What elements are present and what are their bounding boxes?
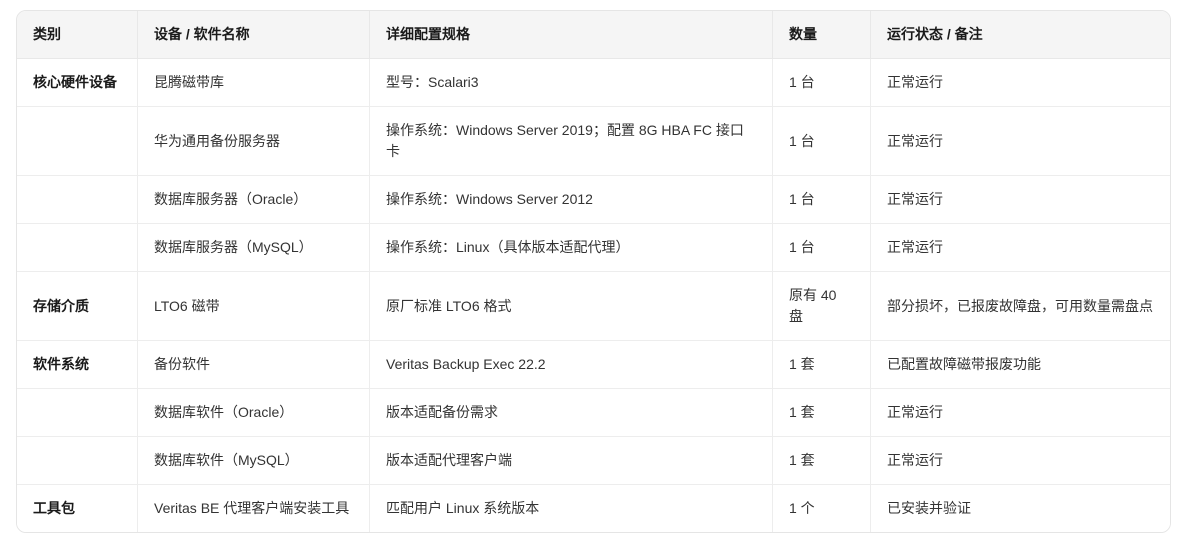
cell-device-name: LTO6 磁带 [138, 271, 370, 340]
cell-spec: 版本适配备份需求 [370, 388, 773, 436]
table-row: 存储介质 LTO6 磁带 原厂标准 LTO6 格式 原有 40 盘 部分损坏，已… [17, 271, 1170, 340]
cell-category [17, 223, 138, 271]
cell-status: 正常运行 [871, 436, 1170, 484]
cell-device-name: 华为通用备份服务器 [138, 106, 370, 175]
cell-spec: 操作系统：Linux（具体版本适配代理） [370, 223, 773, 271]
cell-quantity: 1 台 [773, 175, 871, 223]
table-row: 数据库软件（Oracle） 版本适配备份需求 1 套 正常运行 [17, 388, 1170, 436]
col-header-quantity: 数量 [773, 11, 871, 59]
cell-device-name: 备份软件 [138, 340, 370, 388]
cell-quantity: 1 个 [773, 484, 871, 532]
cell-status: 已配置故障磁带报废功能 [871, 340, 1170, 388]
cell-device-name: 数据库服务器（Oracle） [138, 175, 370, 223]
cell-spec: 操作系统：Windows Server 2019；配置 8G HBA FC 接口… [370, 106, 773, 175]
table-row: 核心硬件设备 昆腾磁带库 型号：Scalari3 1 台 正常运行 [17, 59, 1170, 106]
cell-device-name: 数据库软件（MySQL） [138, 436, 370, 484]
table-row: 软件系统 备份软件 Veritas Backup Exec 22.2 1 套 已… [17, 340, 1170, 388]
cell-status: 部分损坏，已报废故障盘，可用数量需盘点 [871, 271, 1170, 340]
cell-quantity: 原有 40 盘 [773, 271, 871, 340]
cell-device-name: 数据库软件（Oracle） [138, 388, 370, 436]
cell-status: 正常运行 [871, 175, 1170, 223]
cell-category: 存储介质 [17, 271, 138, 340]
cell-category: 软件系统 [17, 340, 138, 388]
inventory-table-card: 类别 设备 / 软件名称 详细配置规格 数量 运行状态 / 备注 核心硬件设备 … [16, 10, 1171, 533]
table-row: 华为通用备份服务器 操作系统：Windows Server 2019；配置 8G… [17, 106, 1170, 175]
cell-status: 已安装并验证 [871, 484, 1170, 532]
cell-quantity: 1 台 [773, 223, 871, 271]
cell-spec: 型号：Scalari3 [370, 59, 773, 106]
cell-quantity: 1 套 [773, 436, 871, 484]
cell-category [17, 436, 138, 484]
table-row: 数据库软件（MySQL） 版本适配代理客户端 1 套 正常运行 [17, 436, 1170, 484]
cell-spec: 原厂标准 LTO6 格式 [370, 271, 773, 340]
inventory-table: 类别 设备 / 软件名称 详细配置规格 数量 运行状态 / 备注 核心硬件设备 … [17, 11, 1170, 532]
cell-quantity: 1 台 [773, 59, 871, 106]
cell-category [17, 106, 138, 175]
cell-spec: Veritas Backup Exec 22.2 [370, 340, 773, 388]
col-header-device-name: 设备 / 软件名称 [138, 11, 370, 59]
table-header-row: 类别 设备 / 软件名称 详细配置规格 数量 运行状态 / 备注 [17, 11, 1170, 59]
cell-status: 正常运行 [871, 388, 1170, 436]
cell-spec: 操作系统：Windows Server 2012 [370, 175, 773, 223]
col-header-spec: 详细配置规格 [370, 11, 773, 59]
cell-quantity: 1 台 [773, 106, 871, 175]
cell-status: 正常运行 [871, 106, 1170, 175]
col-header-category: 类别 [17, 11, 138, 59]
cell-category: 核心硬件设备 [17, 59, 138, 106]
cell-quantity: 1 套 [773, 388, 871, 436]
table-row: 数据库服务器（MySQL） 操作系统：Linux（具体版本适配代理） 1 台 正… [17, 223, 1170, 271]
cell-category [17, 175, 138, 223]
cell-status: 正常运行 [871, 59, 1170, 106]
cell-device-name: Veritas BE 代理客户端安装工具 [138, 484, 370, 532]
cell-device-name: 数据库服务器（MySQL） [138, 223, 370, 271]
cell-category [17, 388, 138, 436]
cell-spec: 版本适配代理客户端 [370, 436, 773, 484]
cell-category: 工具包 [17, 484, 138, 532]
col-header-status: 运行状态 / 备注 [871, 11, 1170, 59]
cell-spec: 匹配用户 Linux 系统版本 [370, 484, 773, 532]
page: 类别 设备 / 软件名称 详细配置规格 数量 运行状态 / 备注 核心硬件设备 … [16, 10, 1171, 533]
cell-status: 正常运行 [871, 223, 1170, 271]
cell-device-name: 昆腾磁带库 [138, 59, 370, 106]
cell-quantity: 1 套 [773, 340, 871, 388]
table-row: 数据库服务器（Oracle） 操作系统：Windows Server 2012 … [17, 175, 1170, 223]
table-row: 工具包 Veritas BE 代理客户端安装工具 匹配用户 Linux 系统版本… [17, 484, 1170, 532]
